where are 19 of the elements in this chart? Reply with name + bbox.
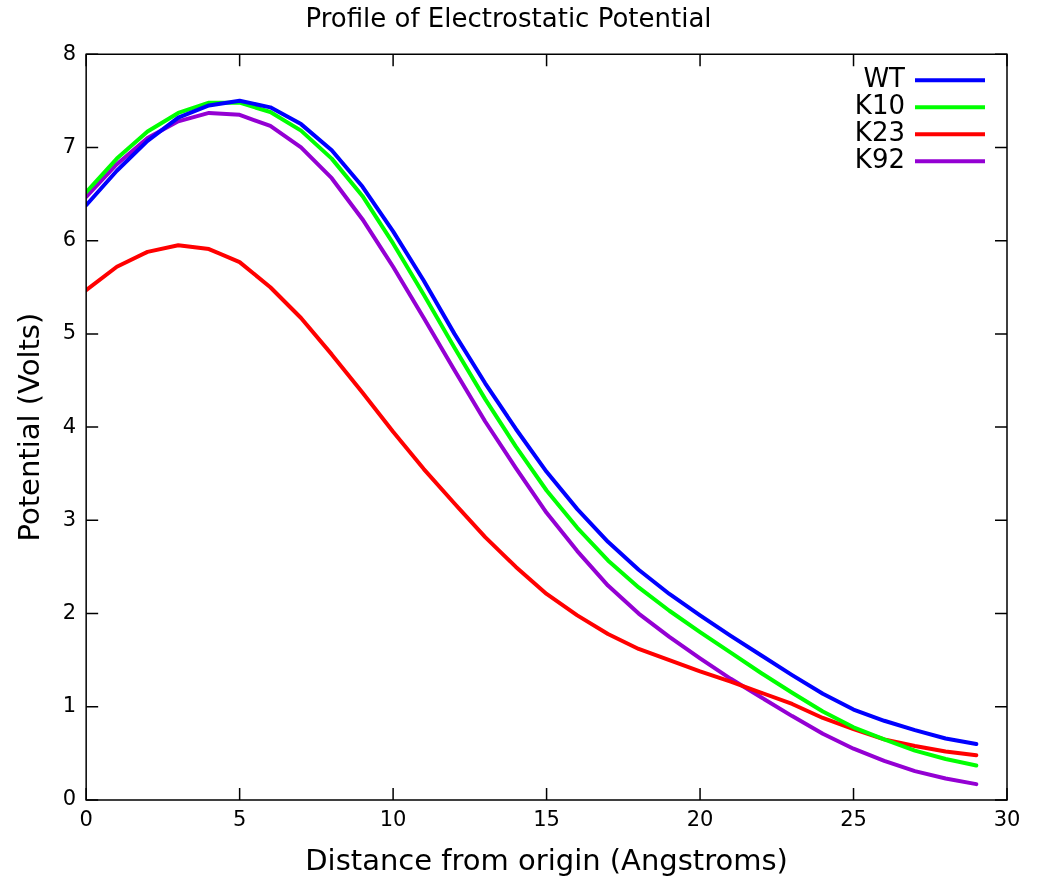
chart-title: Profile of Electrostatic Potential <box>305 3 712 34</box>
x-tick-label: 10 <box>379 807 407 832</box>
x-tick-label: 5 <box>232 807 247 832</box>
y-axis-title: Potential (Volts) <box>11 312 46 542</box>
x-tick-label: 15 <box>533 807 560 832</box>
y-tick-label: 4 <box>62 413 77 438</box>
x-axis-title: Distance from origin (Angstroms) <box>305 843 788 878</box>
y-tick-label: 2 <box>62 600 77 624</box>
y-tick-label: 0 <box>62 786 77 811</box>
x-tick-label: 30 <box>993 807 1021 832</box>
y-tick-label: 7 <box>62 133 77 158</box>
y-tick-label: 5 <box>62 320 77 345</box>
y-tick-label: 1 <box>62 693 77 718</box>
x-tick-label: 20 <box>686 807 714 832</box>
x-tick-label: 25 <box>840 807 867 832</box>
y-tick-label: 6 <box>62 227 77 252</box>
y-tick-label: 8 <box>62 40 77 65</box>
y-tick-label: 3 <box>62 506 77 531</box>
x-tick-label: 0 <box>79 807 93 832</box>
